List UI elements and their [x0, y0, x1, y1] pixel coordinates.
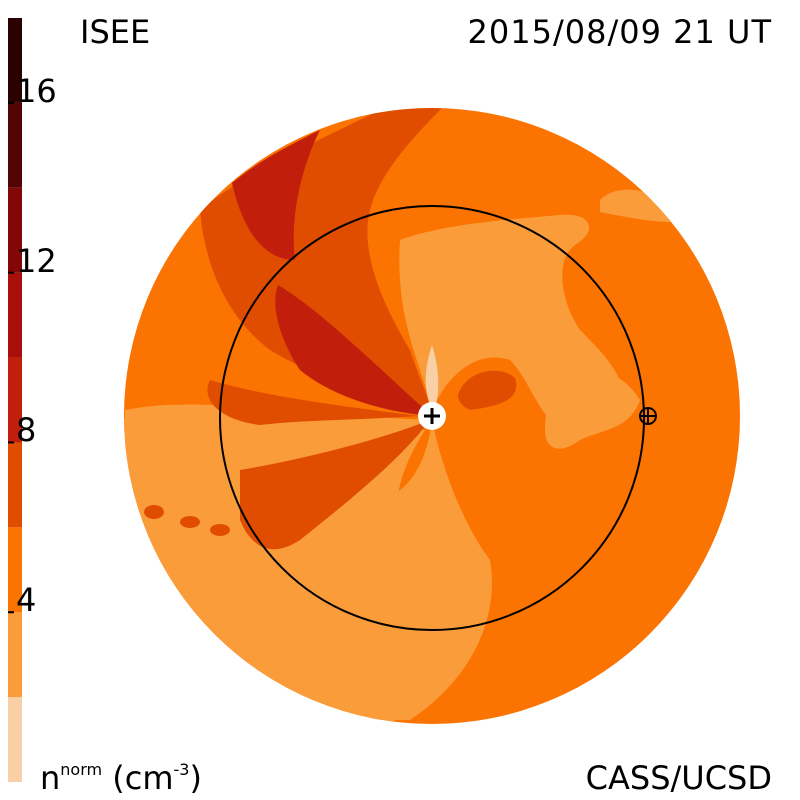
datetime-label: 2015/08/09 21 UT	[467, 13, 772, 51]
colorbar-level-1	[8, 612, 22, 698]
sun-marker	[418, 402, 446, 430]
colorbar-level-0	[8, 697, 22, 782]
light-region-lower-left-band	[125, 404, 430, 475]
colorbar-level-5	[8, 272, 22, 358]
density-disk	[124, 108, 740, 724]
colorbar-level-6	[8, 187, 22, 273]
earth-marker	[639, 407, 657, 425]
colorbar	[8, 18, 22, 782]
colorbar-tick-label: 8	[16, 411, 37, 450]
colorbar-level-3	[8, 442, 22, 528]
earth-orbit	[219, 205, 645, 631]
colorbar-tick-label: 12	[16, 241, 57, 280]
dark-dot-1	[144, 505, 164, 519]
dark-arm-southwest	[240, 420, 430, 550]
light-region-east	[545, 370, 640, 449]
colorbar-tick-label: 4	[16, 581, 37, 620]
colorbar-tick-label: 16	[16, 71, 57, 110]
colorbar-level-7	[8, 102, 22, 188]
source-label: ISEE	[80, 13, 151, 51]
credit-label: CASS/UCSD	[585, 759, 772, 797]
light-region-center	[399, 214, 622, 425]
colorbar-level-4	[8, 357, 22, 443]
peak-arm-core	[275, 285, 432, 416]
units-label: nnorm (cm-3)	[40, 759, 202, 797]
colorbar-level-8	[8, 18, 22, 103]
colorbar-level-2	[8, 527, 22, 613]
dark-dot-3	[210, 524, 230, 536]
dark-blob-east	[458, 370, 517, 410]
peak-arm-upper	[232, 130, 320, 260]
pale-sun-wedge	[425, 345, 439, 412]
dark-dot-2	[180, 516, 200, 528]
dark-arm-west	[207, 380, 420, 425]
